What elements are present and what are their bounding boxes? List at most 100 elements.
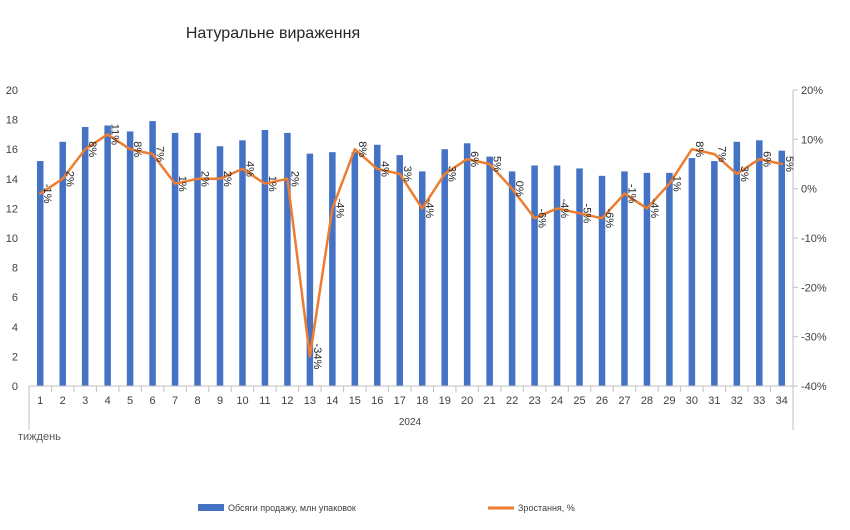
bar-series	[36, 121, 786, 387]
data-label: -5%	[581, 204, 593, 224]
x-tick-label: 28	[641, 395, 653, 407]
data-label: 6%	[760, 151, 772, 167]
bar	[36, 161, 44, 386]
left-tick-label: 16	[6, 144, 18, 156]
left-tick-label: 10	[6, 233, 18, 245]
x-tick-label: 27	[618, 395, 630, 407]
data-label: 3%	[738, 166, 750, 182]
x-tick-label: 32	[731, 395, 743, 407]
right-tick-label: 10%	[801, 134, 823, 146]
data-label: 1%	[176, 176, 188, 192]
data-label: 4%	[243, 161, 255, 177]
right-axis: -40% -30% -20% -10% 0% 10% 20%	[792, 85, 827, 393]
x-tick-label: 4	[105, 395, 111, 407]
data-label: 2%	[221, 171, 233, 187]
bar	[666, 172, 673, 386]
left-tick-label: 8	[12, 263, 18, 275]
x-tick-label: 6	[150, 395, 156, 407]
data-label: 2%	[288, 171, 300, 187]
x-tick-label: 33	[753, 395, 765, 407]
x-axis-title: тиждень	[18, 431, 61, 443]
bar	[126, 131, 134, 386]
data-label: -6%	[603, 208, 615, 228]
bar	[463, 143, 471, 386]
left-tick-label: 6	[12, 292, 18, 304]
x-tick-label: 5	[127, 395, 133, 407]
bar	[81, 127, 89, 386]
bar	[239, 140, 246, 386]
bar	[149, 121, 156, 386]
bar	[733, 141, 741, 386]
bar	[261, 129, 269, 386]
bar	[171, 132, 179, 386]
x-tick-label: 14	[326, 395, 338, 407]
right-tick-label: -40%	[801, 381, 827, 393]
bar	[104, 125, 111, 387]
bar	[576, 168, 583, 386]
data-label: -4%	[558, 199, 570, 219]
x-tick-label: 18	[416, 395, 428, 407]
data-label: 0%	[513, 181, 525, 197]
data-label: -6%	[536, 208, 548, 228]
right-tick-label: -20%	[801, 282, 827, 294]
x-tick-label: 25	[573, 395, 585, 407]
left-tick-label: 12	[6, 203, 18, 215]
x-tick-label: 7	[172, 395, 178, 407]
data-label: -4%	[648, 199, 660, 219]
bar	[418, 171, 426, 386]
x-tick-label: 3	[82, 395, 88, 407]
data-label: 8%	[131, 141, 143, 157]
data-label: -4%	[423, 199, 435, 219]
x-tick-label: 22	[506, 395, 518, 407]
x-tick-label: 26	[596, 395, 608, 407]
data-label: -4%	[333, 199, 345, 219]
data-label: 5%	[491, 156, 503, 172]
x-tick-label: 1	[37, 395, 43, 407]
legend: Обсяги продажу, млн упаковок Зростання, …	[198, 503, 575, 513]
bar	[643, 172, 651, 386]
growth-line	[38, 133, 784, 358]
bar	[351, 152, 359, 386]
data-label: -1%	[625, 184, 637, 204]
bar	[216, 146, 224, 386]
data-label: 11%	[109, 124, 121, 145]
data-label: 6%	[468, 151, 480, 167]
data-label: 3%	[401, 166, 413, 182]
data-label: 8%	[693, 141, 705, 157]
bar	[688, 158, 696, 386]
left-tick-label: 2	[12, 351, 18, 363]
bar	[396, 155, 404, 386]
right-tick-label: -30%	[801, 332, 827, 344]
x-tick-label: 19	[439, 395, 451, 407]
left-tick-label: 0	[12, 381, 18, 393]
bar	[441, 149, 448, 386]
x-tick-label: 20	[461, 395, 473, 407]
bar	[756, 140, 763, 386]
bar	[711, 161, 718, 386]
right-tick-label: -10%	[801, 233, 827, 245]
left-axis: 0 2 4 6 8 10 12 14 16 18 20	[6, 85, 18, 393]
bar	[329, 152, 336, 386]
bar	[508, 171, 516, 386]
bar	[486, 156, 493, 386]
bar	[306, 153, 314, 386]
x-tick-label: 21	[484, 395, 496, 407]
left-tick-label: 20	[6, 85, 18, 97]
left-tick-label: 14	[6, 174, 18, 186]
x-axis: 1 2 3 4 5 6 7 8 9 10 11 12 13 14 15 16 17 18 19 20 21 22 23 24 2…	[28, 385, 794, 430]
x-tick-label: 13	[304, 395, 316, 407]
x-group-label: 2024	[399, 417, 422, 428]
bar	[284, 132, 291, 386]
data-label: 2%	[199, 171, 211, 187]
x-tick-label: 23	[528, 395, 540, 407]
chart-title: Натуральне вираження	[186, 25, 360, 42]
x-tick-label: 8	[194, 395, 200, 407]
bar	[194, 132, 201, 386]
x-tick-label: 2	[60, 395, 66, 407]
growth-line-series	[38, 133, 784, 358]
data-label: 1%	[266, 176, 278, 192]
right-tick-label: 20%	[801, 85, 823, 97]
data-label: 2%	[64, 171, 76, 187]
data-labels: -1% 2% 8% 11% 8% 7% 1% 2% 2% 4% 1% 2% -34% -4% 8% 4% 3% -…	[41, 124, 795, 370]
